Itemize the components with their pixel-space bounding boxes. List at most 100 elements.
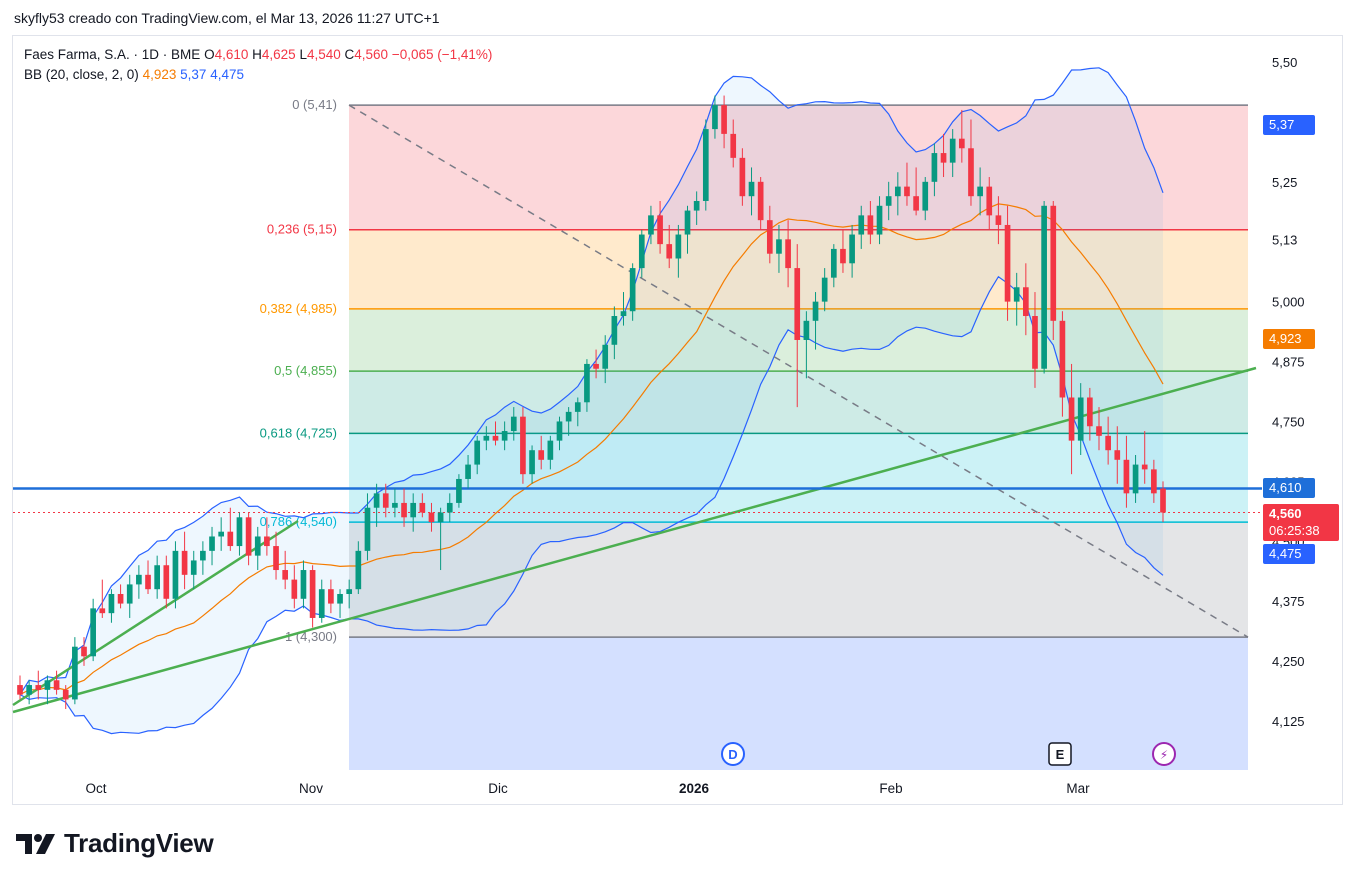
candle-body xyxy=(355,550,362,590)
bb-upper-value: 5,37 xyxy=(180,67,207,82)
candle-body xyxy=(163,565,170,599)
chart-frame xyxy=(12,35,1343,805)
candle-body xyxy=(346,589,353,594)
candle-body xyxy=(483,435,490,441)
candle-body xyxy=(830,248,837,278)
candle-body xyxy=(81,646,87,657)
candle-body xyxy=(1032,316,1038,369)
chart-header: skyfly53 creado con TradingView.com, el … xyxy=(14,10,440,26)
candle-body xyxy=(410,502,417,518)
long-trendline xyxy=(12,366,1257,714)
candle-body xyxy=(1050,205,1057,321)
y-axis-tick-label: 5,25 xyxy=(1272,175,1297,190)
dividend-marker-circle xyxy=(721,742,745,766)
candle-body xyxy=(904,186,910,197)
candle-body xyxy=(712,105,718,130)
open-value: 4,610 xyxy=(214,47,249,62)
x-axis-tick-label: Oct xyxy=(85,781,106,796)
candle-body xyxy=(53,680,60,690)
fib-trend-dashed-line xyxy=(348,104,1249,638)
change-value: −0,065 (−1,41%) xyxy=(391,47,493,62)
candle-body xyxy=(657,215,663,245)
candle-body xyxy=(520,416,526,475)
y-axis-tick-label: 4,875 xyxy=(1272,355,1305,370)
tradingview-logo-icon xyxy=(16,833,55,854)
candle-body xyxy=(1141,464,1148,470)
candle-body xyxy=(1077,397,1084,441)
candle-body xyxy=(876,205,883,235)
candle-body xyxy=(154,565,160,590)
candle-body xyxy=(419,502,426,513)
candle-body xyxy=(437,512,444,523)
bb-lower-value: 4,475 xyxy=(210,67,244,82)
candle-body xyxy=(1105,435,1111,451)
candle-body xyxy=(812,301,819,321)
low-label: L xyxy=(299,47,307,62)
candle-body xyxy=(428,512,435,523)
y-axis-tick-label: 5,13 xyxy=(1272,232,1297,247)
last-price-tag: 4,560 06:25:38 xyxy=(1263,504,1339,541)
earnings-marker-box xyxy=(1048,742,1072,766)
fib-level-label: 0,382 (4,985) xyxy=(260,301,337,316)
candle-body xyxy=(328,589,334,604)
candle-body xyxy=(949,138,956,163)
candle-body xyxy=(300,570,307,599)
x-axis-tick-label: Dic xyxy=(488,781,508,796)
candle-body xyxy=(1151,469,1157,494)
candle-body xyxy=(254,536,261,556)
candle-body xyxy=(108,593,115,614)
candle-body xyxy=(62,689,69,700)
tradingview-logo-text: TradingView xyxy=(64,828,214,858)
candle-body xyxy=(766,220,773,254)
candle-body xyxy=(849,234,855,264)
bb-basis-value: 4,923 xyxy=(142,67,177,82)
candle-body xyxy=(446,502,453,513)
candle-body xyxy=(145,574,151,590)
candle-body xyxy=(666,244,673,259)
candle-body xyxy=(337,593,343,604)
candle-body xyxy=(611,316,618,345)
candle-body xyxy=(620,311,627,317)
x-axis-tick-label: Mar xyxy=(1066,781,1090,796)
dividend-marker-label: D xyxy=(728,747,737,762)
countdown-value: 06:25:38 xyxy=(1269,523,1320,538)
candle-body xyxy=(1132,464,1139,494)
fib-level-label: 0,236 (5,15) xyxy=(267,222,337,237)
candle-body xyxy=(227,531,234,547)
candle-body xyxy=(291,579,298,599)
candle-body xyxy=(931,153,938,182)
low-value: 4,540 xyxy=(306,47,341,62)
candle-body xyxy=(840,248,846,264)
y-axis-tick-label: 4,125 xyxy=(1272,714,1305,729)
close-value: 4,560 xyxy=(354,47,389,62)
candle-body xyxy=(492,435,499,441)
x-axis-tick-label: 2026 xyxy=(679,781,710,796)
legend-bb-row: BB (20, close, 2, 0) 4,923 5,37 4,475 xyxy=(24,65,492,85)
fib-zone xyxy=(349,433,1248,523)
candle-body xyxy=(648,215,654,235)
candle-body xyxy=(72,646,78,700)
dividend-marker: D xyxy=(721,742,745,766)
candle-body xyxy=(529,450,535,475)
candle-body xyxy=(684,210,691,235)
candle-body xyxy=(867,215,874,235)
candle-body xyxy=(273,546,279,571)
candle-body xyxy=(757,181,764,221)
tradingview-logo[interactable]: TradingView xyxy=(16,828,214,859)
bb-label[interactable]: BB (20, close, 2, 0) xyxy=(24,67,139,82)
candle-body xyxy=(26,685,32,695)
y-axis-tick-label: 5,50 xyxy=(1272,55,1297,70)
candle-body xyxy=(675,234,682,259)
candle-body xyxy=(556,421,563,441)
candle-body xyxy=(1004,224,1011,302)
candle-body xyxy=(629,268,636,312)
candle-body xyxy=(565,411,572,422)
candle-body xyxy=(318,589,325,618)
candle-body xyxy=(172,550,179,599)
earnings-marker-label: E xyxy=(1056,747,1065,762)
bb-lower-price-tag: 4,475 xyxy=(1263,544,1315,564)
x-axis-tick-label: Feb xyxy=(879,781,902,796)
candle-body xyxy=(510,416,517,432)
symbol-label[interactable]: Faes Farma, S.A. · 1D · BME xyxy=(24,47,201,62)
